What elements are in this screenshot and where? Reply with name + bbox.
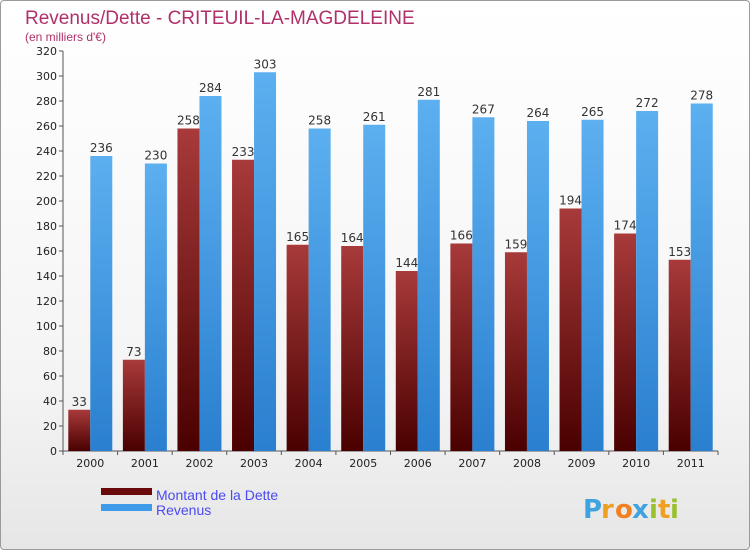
- bar-dette-2010: [614, 233, 637, 451]
- bar-revenus-2006: [417, 99, 440, 451]
- label-dette-2002: 258: [177, 114, 200, 128]
- legend: Montant de la Dette Revenus: [101, 487, 278, 518]
- bar-revenus-2003: [254, 72, 277, 451]
- bar-dette-2004: [286, 244, 309, 451]
- bar-dette-2011: [668, 259, 691, 451]
- x-tick-label: 2011: [677, 457, 705, 470]
- logo-letter: i: [649, 495, 658, 525]
- label-revenus-2002: 284: [199, 81, 222, 95]
- y-tick-label: 160: [36, 245, 57, 258]
- x-axis: 2000 2001 2002 2003 2004 2005 2006 2007 2008 2009…: [62, 450, 719, 470]
- bar-revenus-2005: [363, 124, 386, 451]
- label-revenus-2005: 261: [363, 110, 386, 124]
- label-dette-2005: 164: [341, 231, 364, 245]
- y-tick-label: 320: [36, 45, 57, 58]
- y-tick-label: 40: [43, 395, 57, 408]
- bar-revenus-2007: [472, 117, 495, 451]
- y-tick-label: 60: [43, 370, 57, 383]
- label-dette-2000: 33: [72, 395, 87, 409]
- legend-label-revenus: Revenus: [156, 502, 211, 518]
- chart-subtitle: (en milliers d'€): [25, 30, 106, 44]
- bar-dette-2000: [68, 409, 91, 451]
- bar-dette-2008: [504, 252, 527, 451]
- bar-revenus-2000: [90, 156, 113, 451]
- y-tick-label: 220: [36, 170, 57, 183]
- logo-letter: t: [658, 495, 670, 525]
- label-revenus-2007: 267: [472, 102, 495, 116]
- label-dette-2004: 165: [286, 230, 309, 244]
- bar-revenus-2011: [690, 103, 713, 451]
- y-tick-label: 260: [36, 120, 57, 133]
- proxiti-logo: Pr o x i t i: [583, 495, 679, 525]
- label-dette-2007: 166: [450, 229, 473, 243]
- x-tick-label: 2000: [76, 457, 104, 470]
- bars-group: [68, 72, 713, 451]
- label-dette-2006: 144: [395, 256, 418, 270]
- y-tick-label: 20: [43, 420, 57, 433]
- y-tick-label: 280: [36, 95, 57, 108]
- x-tick-label: 2007: [458, 457, 486, 470]
- label-dette-2009: 194: [559, 194, 582, 208]
- x-tick-label: 2001: [131, 457, 159, 470]
- y-tick-label: 120: [36, 295, 57, 308]
- label-dette-2001: 73: [126, 345, 141, 359]
- label-revenus-2010: 272: [636, 96, 659, 110]
- x-tick-label: 2009: [568, 457, 596, 470]
- bar-revenus-2004: [308, 128, 331, 451]
- legend-swatch-revenus: [101, 504, 152, 511]
- y-tick-label: 180: [36, 220, 57, 233]
- y-tick-label: 200: [36, 195, 57, 208]
- y-tick-label: 100: [36, 320, 57, 333]
- logo-letter: o: [615, 495, 633, 525]
- label-revenus-2000: 236: [90, 141, 113, 155]
- bar-dette-2006: [395, 271, 418, 451]
- x-tick-label: 2003: [240, 457, 268, 470]
- x-tick-label: 2010: [622, 457, 650, 470]
- bar-revenus-2010: [636, 111, 659, 451]
- bar-dette-2005: [341, 246, 364, 451]
- label-revenus-2003: 303: [254, 57, 277, 71]
- logo-letter: P: [583, 495, 602, 525]
- bar-dette-2007: [450, 243, 473, 451]
- label-revenus-2004: 258: [308, 114, 331, 128]
- logo-letter: r: [601, 495, 614, 525]
- label-dette-2010: 174: [614, 219, 637, 233]
- label-revenus-2006: 281: [417, 85, 440, 99]
- x-tick-label: 2004: [295, 457, 323, 470]
- bar-dette-2009: [559, 208, 582, 451]
- logo-letter: x: [632, 495, 649, 525]
- data-labels-group: 33 73 258 233 165 164 144 166 159 194 174 153 236 230…: [72, 57, 714, 409]
- label-revenus-2008: 264: [527, 106, 550, 120]
- legend-label-debt: Montant de la Dette: [156, 487, 278, 503]
- bar-revenus-2002: [199, 96, 222, 451]
- y-axis: 0 20 40 60 80 100 120 140 160 180 200 220 240 260 280 3…: [36, 45, 64, 458]
- label-dette-2003: 233: [232, 145, 255, 159]
- y-tick-label: 140: [36, 270, 57, 283]
- x-tick-label: 2002: [185, 457, 213, 470]
- chart-title: Revenus/Dette - CRITEUIL-LA-MAGDELEINE: [25, 8, 415, 29]
- label-revenus-2001: 230: [144, 149, 167, 163]
- y-tick-label: 240: [36, 145, 57, 158]
- label-dette-2008: 159: [505, 237, 528, 251]
- bar-dette-2002: [177, 128, 200, 451]
- x-tick-label: 2006: [404, 457, 432, 470]
- bar-revenus-2009: [581, 119, 604, 451]
- bar-revenus-2001: [144, 163, 167, 451]
- bar-dette-2001: [122, 359, 145, 451]
- x-tick-label: 2008: [513, 457, 541, 470]
- x-tick-label: 2005: [349, 457, 377, 470]
- y-tick-label: 0: [50, 445, 57, 458]
- bar-dette-2003: [232, 159, 255, 451]
- logo-letter: i: [670, 495, 679, 525]
- y-tick-label: 80: [43, 345, 57, 358]
- label-dette-2011: 153: [668, 245, 691, 259]
- legend-swatch-debt: [101, 488, 152, 495]
- label-revenus-2009: 265: [581, 105, 604, 119]
- bar-revenus-2008: [526, 121, 549, 451]
- y-tick-label: 300: [36, 70, 57, 83]
- label-revenus-2011: 278: [690, 89, 713, 103]
